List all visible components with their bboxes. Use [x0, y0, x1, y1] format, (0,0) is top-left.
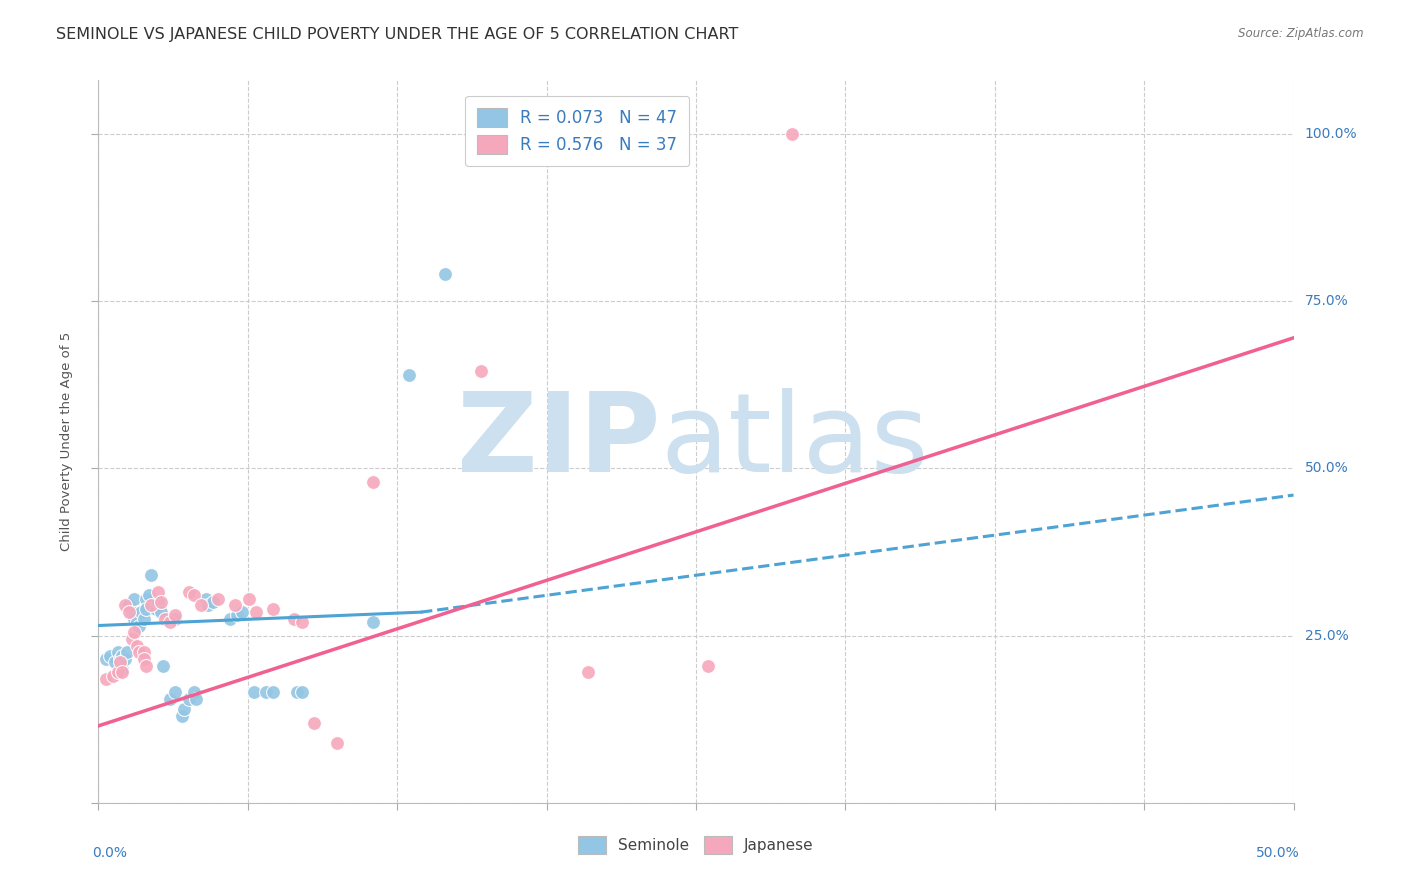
Text: 25.0%: 25.0% — [1305, 629, 1348, 642]
Text: 50.0%: 50.0% — [1305, 461, 1348, 475]
Point — [283, 612, 305, 626]
Point — [285, 685, 308, 699]
Point — [226, 608, 249, 623]
Point — [138, 589, 160, 603]
Point — [262, 602, 284, 616]
Point — [124, 591, 146, 606]
Point — [121, 605, 143, 619]
Point — [207, 591, 229, 606]
Point — [159, 615, 181, 630]
Point — [202, 595, 225, 609]
Point — [155, 612, 177, 626]
Point — [197, 599, 219, 613]
Point — [183, 589, 205, 603]
Point — [434, 268, 457, 282]
Point — [163, 685, 186, 699]
Point — [152, 658, 174, 673]
Point — [132, 645, 155, 659]
Point — [114, 652, 136, 666]
Y-axis label: Child Poverty Under the Age of 5: Child Poverty Under the Age of 5 — [59, 332, 73, 551]
Point — [470, 364, 492, 378]
Point — [115, 645, 138, 659]
Point — [111, 665, 134, 680]
Point — [179, 585, 201, 599]
Point — [94, 652, 117, 666]
Point — [135, 658, 157, 673]
Point — [254, 685, 277, 699]
Point — [179, 692, 201, 706]
Text: atlas: atlas — [661, 388, 928, 495]
Point — [111, 648, 134, 663]
Point — [98, 648, 122, 663]
Point — [149, 605, 172, 619]
Point — [780, 127, 803, 141]
Point — [238, 591, 260, 606]
Point — [326, 735, 349, 749]
Point — [363, 615, 385, 630]
Text: SEMINOLE VS JAPANESE CHILD POVERTY UNDER THE AGE OF 5 CORRELATION CHART: SEMINOLE VS JAPANESE CHILD POVERTY UNDER… — [56, 27, 738, 42]
Point — [398, 368, 420, 382]
Point — [219, 612, 242, 626]
Point — [124, 612, 146, 626]
Point — [697, 658, 720, 673]
Point — [121, 632, 143, 646]
Text: 100.0%: 100.0% — [1305, 127, 1357, 141]
Point — [163, 612, 186, 626]
Point — [107, 665, 129, 680]
Point — [104, 655, 127, 669]
Point — [190, 599, 212, 613]
Point — [145, 602, 167, 616]
Point — [186, 692, 208, 706]
Point — [149, 595, 172, 609]
Point — [94, 672, 117, 686]
Point — [124, 625, 146, 640]
Point — [302, 715, 325, 730]
Point — [135, 602, 157, 616]
Point — [291, 615, 314, 630]
Point — [163, 608, 186, 623]
Point — [291, 685, 314, 699]
Point — [132, 652, 155, 666]
Point — [139, 599, 162, 613]
Point — [128, 618, 150, 632]
Point — [243, 685, 266, 699]
Point — [172, 708, 194, 723]
Point — [173, 702, 195, 716]
Point — [148, 585, 170, 599]
Point — [118, 605, 141, 619]
Point — [108, 655, 131, 669]
Point — [111, 662, 134, 676]
Point — [128, 645, 150, 659]
Point — [262, 685, 284, 699]
Text: 0.0%: 0.0% — [93, 847, 128, 860]
Point — [159, 692, 181, 706]
Point — [148, 595, 170, 609]
Point — [245, 605, 267, 619]
Point — [231, 605, 253, 619]
Point — [101, 669, 124, 683]
Point — [107, 645, 129, 659]
Point — [108, 652, 131, 666]
Point — [125, 639, 148, 653]
Point — [224, 599, 246, 613]
Point — [139, 568, 162, 582]
Point — [363, 475, 385, 489]
Point — [195, 591, 218, 606]
Point — [125, 615, 148, 630]
Point — [135, 591, 157, 606]
Text: ZIP: ZIP — [457, 388, 661, 495]
Text: 50.0%: 50.0% — [1256, 847, 1299, 860]
Point — [132, 612, 155, 626]
Legend: Seminole, Japanese: Seminole, Japanese — [572, 830, 820, 860]
Point — [114, 599, 136, 613]
Point — [578, 665, 600, 680]
Point — [183, 685, 205, 699]
Point — [131, 605, 153, 619]
Text: Source: ZipAtlas.com: Source: ZipAtlas.com — [1239, 27, 1364, 40]
Text: 75.0%: 75.0% — [1305, 294, 1348, 308]
Point — [118, 599, 141, 613]
